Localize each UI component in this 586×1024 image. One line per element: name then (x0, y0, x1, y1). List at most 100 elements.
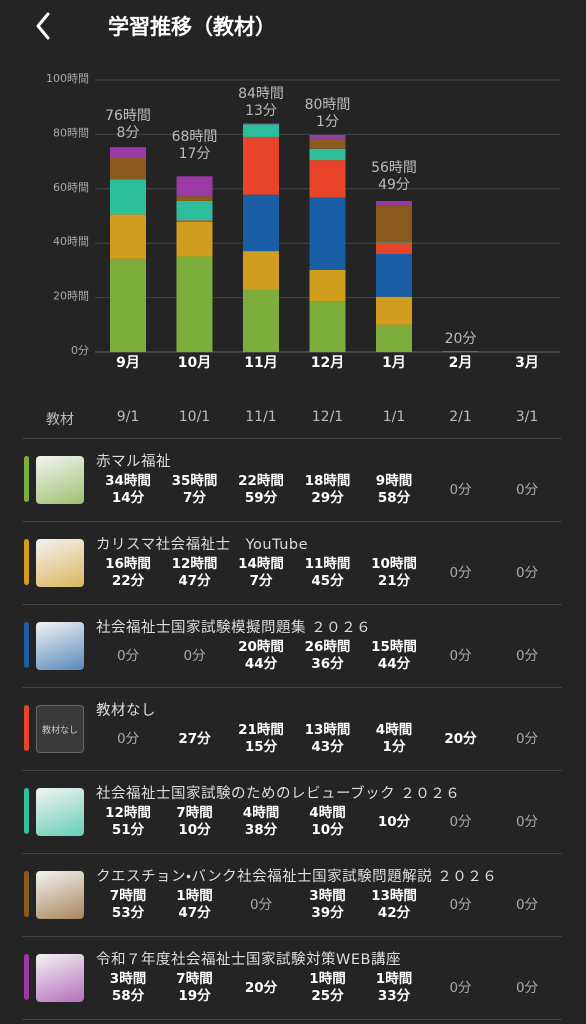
bar-segment (309, 138, 346, 149)
y-tick-label: 100時間 (46, 72, 89, 85)
time-cell: 20分 (244, 979, 278, 996)
bar-segment (309, 148, 346, 161)
row-divider (22, 853, 562, 854)
row-divider (22, 770, 562, 771)
time-cell: 22時間 59分 (238, 473, 284, 506)
material-icon (36, 456, 84, 504)
time-cell: 20分 (444, 730, 477, 747)
time-cell: 0分 (116, 647, 140, 664)
bar-segment (309, 301, 346, 352)
time-cell: 27分 (178, 730, 211, 747)
time-cell: 0分 (449, 979, 472, 996)
material-name: 令和７年度社会福祉士国家試験対策WEB講座 (96, 952, 401, 968)
time-cell: 0分 (116, 730, 140, 747)
time-cell: 0分 (515, 564, 539, 581)
time-cell: 3時間 39分 (309, 888, 346, 921)
material-icon: 教材なし (36, 705, 84, 753)
bar-segment (376, 205, 412, 243)
time-cell: 4時間 1分 (375, 722, 413, 755)
material-name: 教材なし (96, 703, 156, 719)
bar-segment (243, 251, 279, 290)
row-divider (22, 521, 562, 522)
time-cell: 0分 (449, 647, 472, 664)
bar-segment (376, 253, 412, 297)
material-name: カリスマ社会福祉士 YouTube (96, 537, 309, 553)
time-cell: 21時間 15分 (238, 722, 284, 755)
bar-segment (110, 214, 146, 259)
bar-segment (110, 179, 146, 215)
bar-segment (176, 256, 213, 352)
time-cell: 0分 (515, 896, 539, 913)
time-cell: 11時間 45分 (304, 556, 351, 589)
time-cell: 7時間 10分 (176, 805, 213, 838)
bar-segment (309, 160, 346, 198)
x-tick-label: 10月 (178, 355, 211, 371)
color-stripe (24, 539, 29, 585)
row-divider (22, 1019, 562, 1020)
bar-segment (110, 147, 146, 158)
x-tick-label: 2月 (449, 355, 473, 371)
bar-segment (176, 196, 213, 201)
row-divider (22, 438, 562, 439)
color-stripe (24, 622, 29, 668)
time-cell: 0分 (515, 647, 539, 664)
y-tick-label: 60時間 (53, 181, 89, 194)
time-cell: 0分 (449, 896, 472, 913)
column-header: 教材 (46, 412, 74, 428)
time-cell: 10時間 21分 (371, 556, 417, 589)
time-cell: 7時間 53分 (109, 888, 147, 921)
time-cell: 0分 (249, 896, 273, 913)
bar-segment (243, 136, 279, 195)
material-name: 社会福祉士国家試験模擬問題集 ２０２６ (96, 620, 372, 636)
bar-segment (176, 200, 213, 221)
material-name: クエスチョン・バンク社会福祉士国家試験問題解説 ２０２６ (96, 869, 498, 885)
back-button[interactable] (36, 12, 50, 40)
x-tick-label: 11月 (244, 355, 277, 371)
total-label: 80時間 1分 (304, 97, 351, 131)
total-label: 76時間 8分 (105, 107, 151, 141)
time-cell: 3時間 58分 (109, 971, 147, 1004)
time-cell: 7時間 19分 (176, 971, 213, 1004)
bar-segment (243, 194, 279, 252)
time-cell: 1時間 25分 (309, 971, 346, 1004)
material-icon (36, 539, 84, 587)
time-cell: 0分 (183, 647, 206, 664)
y-tick-label: 40時間 (53, 235, 89, 248)
time-cell: 0分 (515, 481, 539, 498)
color-stripe (24, 705, 29, 751)
color-stripe (24, 456, 29, 502)
time-cell: 13時間 43分 (304, 722, 351, 755)
bar-segment (176, 220, 213, 222)
time-cell: 1時間 33分 (375, 971, 413, 1004)
time-cell: 4時間 38分 (242, 805, 280, 838)
time-cell: 26時間 36分 (304, 639, 351, 672)
bar-segment (110, 157, 146, 180)
time-cell: 13時間 42分 (371, 888, 417, 921)
total-label: 20分 (444, 331, 477, 348)
time-cell: 1時間 47分 (176, 888, 213, 921)
time-cell: 0分 (449, 564, 472, 581)
time-cell: 34時間 14分 (105, 473, 151, 506)
bar-segment (243, 123, 279, 125)
time-cell: 0分 (515, 730, 539, 747)
x-tick-label: 3月 (515, 355, 539, 371)
bar-segment (110, 258, 146, 352)
bar-segment (442, 351, 479, 352)
column-header: 10/1 (178, 409, 211, 425)
material-icon (36, 622, 84, 670)
bar-segment (176, 221, 213, 257)
color-stripe (24, 788, 29, 834)
y-tick-label: 80時間 (53, 126, 89, 139)
column-header: 3/1 (515, 409, 539, 425)
time-cell: 20時間 44分 (238, 639, 284, 672)
material-name: 社会福祉士国家試験のためのレビューブック ２０２６ (96, 786, 461, 802)
time-cell: 35時間 7分 (171, 473, 218, 506)
time-cell: 14時間 7分 (238, 556, 284, 589)
page-title: 学習推移（教材） (108, 15, 276, 39)
time-cell: 9時間 58分 (375, 473, 413, 506)
bar-segment (309, 269, 346, 302)
time-cell: 0分 (515, 979, 539, 996)
time-cell: 12時間 51分 (105, 805, 151, 838)
bar-segment (309, 134, 346, 139)
